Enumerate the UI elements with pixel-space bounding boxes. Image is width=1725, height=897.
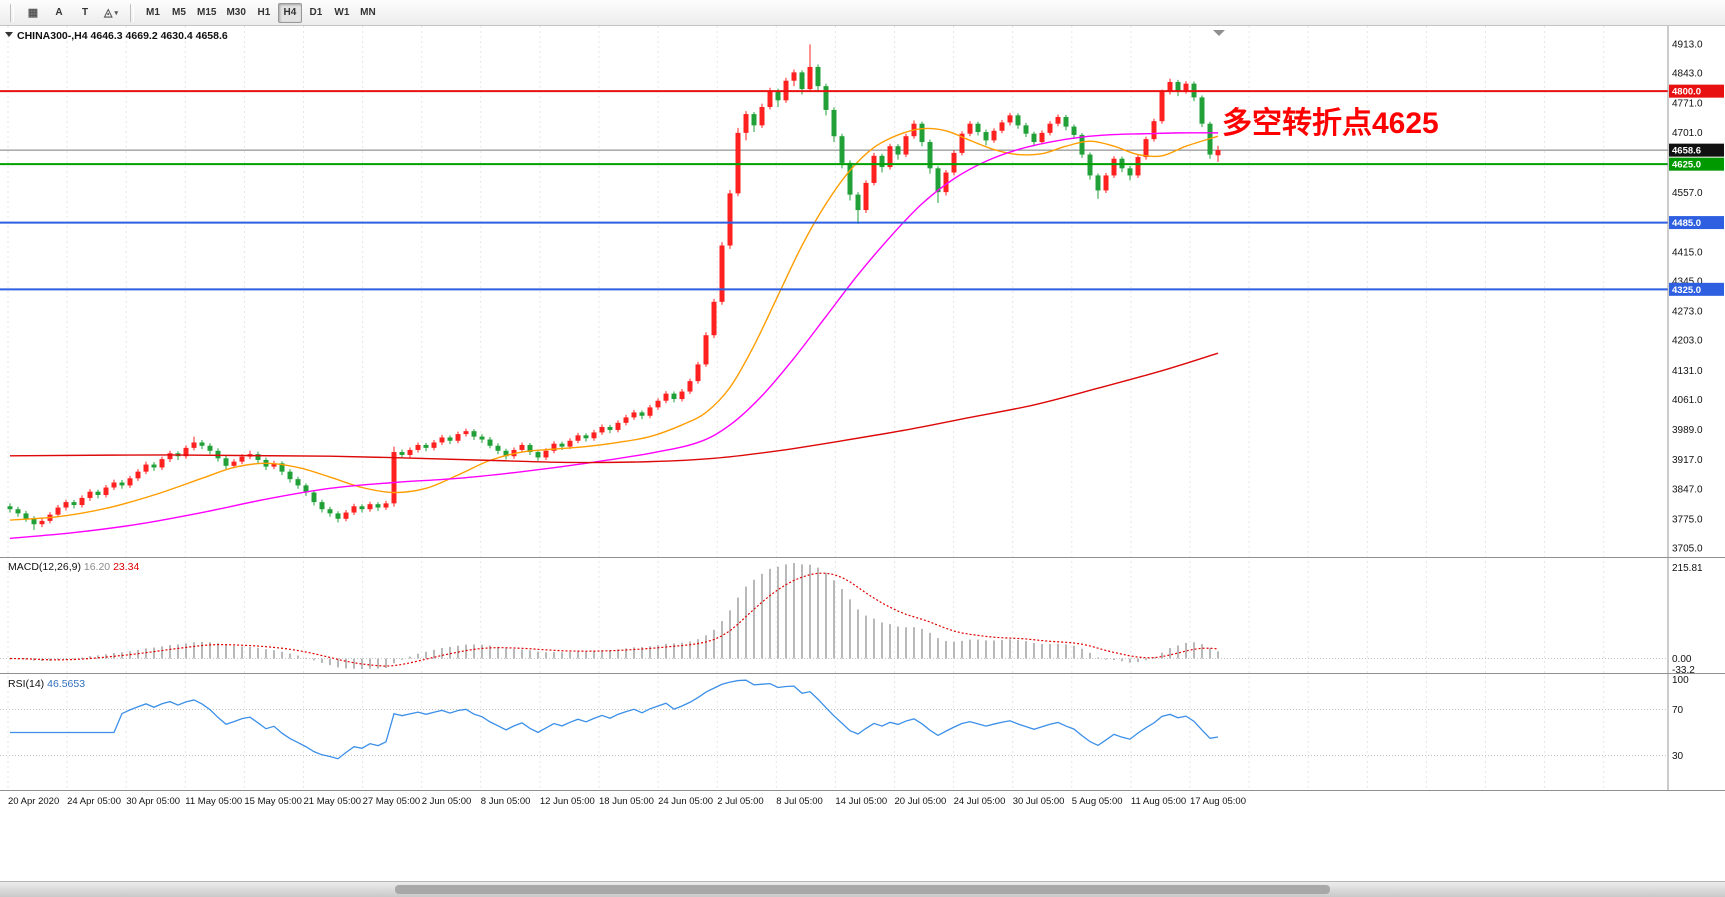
- svg-text:2 Jul 05:00: 2 Jul 05:00: [717, 796, 763, 807]
- svg-text:100: 100: [1672, 675, 1689, 686]
- svg-text:14 Jul 05:00: 14 Jul 05:00: [835, 796, 887, 807]
- timeframe-m1-button[interactable]: M1: [141, 3, 165, 23]
- macd-axis: 215.81 0.00-33.2: [1672, 563, 1703, 676]
- svg-text:5 Aug 05:00: 5 Aug 05:00: [1072, 796, 1123, 807]
- toolbar-separator: [130, 3, 134, 22]
- timeframe-m5-button[interactable]: M5: [167, 3, 191, 23]
- symbol-dropdown-icon: [5, 32, 13, 37]
- svg-text:18 Jun 05:00: 18 Jun 05:00: [599, 796, 654, 807]
- rsi-line: [10, 679, 1219, 760]
- svg-text:-33.2: -33.2: [1672, 665, 1695, 676]
- svg-text:3705.0: 3705.0: [1672, 544, 1703, 555]
- svg-text:27 May 05:00: 27 May 05:00: [363, 796, 421, 807]
- svg-text:12 Jun 05:00: 12 Jun 05:00: [540, 796, 595, 807]
- chart-shift-marker-icon: [1213, 30, 1225, 36]
- svg-text:20 Apr 2020: 20 Apr 2020: [8, 796, 59, 807]
- svg-text:24 Apr 05:00: 24 Apr 05:00: [67, 796, 121, 807]
- macd-histogram: [9, 563, 1219, 669]
- toolbar: ▦ A T ◬ ▾ M1 M5 M15 M30 H1 H4 D1 W1 MN: [0, 0, 1725, 26]
- svg-text:4061.0: 4061.0: [1672, 395, 1703, 406]
- ma-slow-line: [9, 352, 1219, 464]
- ma-fast-line: [9, 127, 1219, 521]
- svg-text:4131.0: 4131.0: [1672, 366, 1703, 377]
- svg-text:24 Jun 05:00: 24 Jun 05:00: [658, 796, 713, 807]
- macd-signal-line: [9, 572, 1219, 667]
- svg-text:20 Jul 05:00: 20 Jul 05:00: [895, 796, 947, 807]
- svg-text:4485.0: 4485.0: [1672, 218, 1701, 229]
- svg-text:3989.0: 3989.0: [1672, 425, 1703, 436]
- cursor-tool-button[interactable]: A: [47, 3, 71, 23]
- rsi-label: RSI(14) 46.5653: [8, 678, 85, 690]
- price-tag-4658.6: 4658.6: [1669, 143, 1724, 157]
- rsi-axis: 100 70 30: [1672, 675, 1689, 762]
- svg-text:4273.0: 4273.0: [1672, 307, 1703, 318]
- caret-down-icon: ▾: [114, 9, 118, 17]
- timeframe-mn-button[interactable]: MN: [356, 3, 380, 23]
- price-tag-4800.0: 4800.0: [1669, 84, 1724, 98]
- chart-canvas[interactable]: CHINA300-,H4 4646.3 4669.2 4630.4 4658.6…: [0, 26, 1725, 881]
- svg-text:21 May 05:00: 21 May 05:00: [304, 796, 362, 807]
- timeframe-buttons: M1 M5 M15 M30 H1 H4 D1 W1 MN: [140, 2, 381, 23]
- price-tag-4485.0: 4485.0: [1669, 216, 1724, 230]
- toolbar-grip: [10, 3, 14, 22]
- svg-text:4345.0: 4345.0: [1672, 276, 1703, 287]
- svg-text:4625.0: 4625.0: [1672, 160, 1701, 171]
- shapes-tool-button[interactable]: ◬ ▾: [99, 3, 123, 23]
- timeframe-m30-button[interactable]: M30: [222, 3, 249, 23]
- annotation-text[interactable]: 多空转折点4625: [1222, 107, 1439, 140]
- price-tag-4325.0: 4325.0: [1669, 282, 1724, 296]
- price-axis: 4913.0 4843.0 4771.0 4701.0 4557.0 4415.0 4345…: [1672, 40, 1703, 555]
- svg-text:3847.0: 3847.0: [1672, 484, 1703, 495]
- svg-text:24 Jul 05:00: 24 Jul 05:00: [954, 796, 1006, 807]
- chart-area[interactable]: CHINA300-,H4 4646.3 4669.2 4630.4 4658.6…: [0, 26, 1725, 881]
- svg-text:4843.0: 4843.0: [1672, 69, 1703, 80]
- svg-text:4415.0: 4415.0: [1672, 247, 1703, 258]
- timeframe-h4-button[interactable]: H4: [277, 2, 302, 23]
- timeframe-d1-button[interactable]: D1: [304, 3, 328, 23]
- symbol-title: CHINA300-,H4 4646.3 4669.2 4630.4 4658.6: [17, 30, 228, 42]
- svg-text:30 Jul 05:00: 30 Jul 05:00: [1013, 796, 1065, 807]
- svg-text:4325.0: 4325.0: [1672, 285, 1701, 296]
- horizontal-scrollbar[interactable]: [0, 881, 1725, 897]
- svg-text:8 Jul 05:00: 8 Jul 05:00: [776, 796, 822, 807]
- candles: [7, 44, 1221, 531]
- svg-text:2 Jun 05:00: 2 Jun 05:00: [422, 796, 472, 807]
- svg-text:4203.0: 4203.0: [1672, 336, 1703, 347]
- svg-text:11 May 05:00: 11 May 05:00: [185, 796, 242, 807]
- svg-text:11 Aug 05:00: 11 Aug 05:00: [1131, 796, 1186, 807]
- date-axis: 20 Apr 2020 24 Apr 05:00 30 Apr 05:00 11 Ma…: [8, 796, 1246, 807]
- svg-text:215.81: 215.81: [1672, 563, 1703, 574]
- timeframe-h1-button[interactable]: H1: [252, 3, 276, 23]
- svg-text:4658.6: 4658.6: [1672, 146, 1701, 157]
- grid-lines: [7, 26, 1605, 790]
- svg-text:30 Apr 05:00: 30 Apr 05:00: [126, 796, 180, 807]
- ma-mid-line: [9, 132, 1219, 540]
- timeframe-m15-button[interactable]: M15: [193, 3, 220, 23]
- svg-text:4557.0: 4557.0: [1672, 188, 1703, 199]
- toolbar-tools: ▦ A T ◬ ▾: [20, 3, 124, 23]
- svg-text:17 Aug 05:00: 17 Aug 05:00: [1190, 796, 1246, 807]
- svg-text:4701.0: 4701.0: [1672, 128, 1703, 139]
- scrollbar-thumb[interactable]: [395, 885, 1330, 894]
- svg-text:0.00: 0.00: [1672, 654, 1692, 665]
- svg-text:30: 30: [1672, 751, 1684, 762]
- timeframe-w1-button[interactable]: W1: [330, 3, 354, 23]
- svg-text:4771.0: 4771.0: [1672, 99, 1703, 110]
- svg-text:15 May 05:00: 15 May 05:00: [244, 796, 302, 807]
- charts-grid-icon[interactable]: ▦: [21, 3, 45, 23]
- text-tool-button[interactable]: T: [73, 3, 97, 23]
- horizontal-level-lines[interactable]: [0, 90, 1668, 291]
- svg-text:4913.0: 4913.0: [1672, 40, 1703, 51]
- svg-text:8 Jun 05:00: 8 Jun 05:00: [481, 796, 531, 807]
- price-tag-4625.0: 4625.0: [1669, 157, 1724, 171]
- shapes-icon: ◬: [104, 7, 113, 19]
- svg-text:4800.0: 4800.0: [1672, 87, 1701, 98]
- svg-text:70: 70: [1672, 705, 1684, 716]
- svg-text:3917.0: 3917.0: [1672, 455, 1703, 466]
- macd-label: MACD(12,26,9) 16.20 23.34: [8, 561, 140, 573]
- svg-text:3775.0: 3775.0: [1672, 514, 1703, 525]
